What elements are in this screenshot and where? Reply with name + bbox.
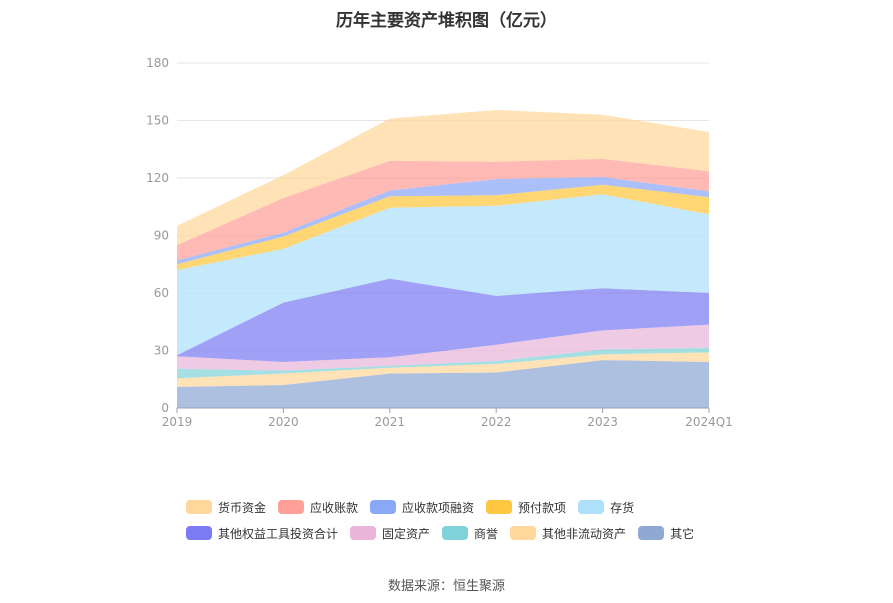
x-tick-label: 2022	[481, 415, 512, 429]
x-tick-label: 2024Q1	[685, 415, 733, 429]
y-tick-label: 150	[146, 114, 169, 128]
area-series-8	[177, 158, 709, 261]
legend-item[interactable]: 存货	[578, 499, 634, 516]
legend-item[interactable]: 其他非流动资产	[510, 525, 626, 542]
axes: 0 30 60 90 120 150 180 2019 2020 2021 2022 2023 2024…	[146, 56, 733, 429]
chart-title: 历年主要资产堆积图（亿元）	[336, 11, 557, 31]
legend-label: 其他权益工具投资合计	[218, 526, 339, 541]
legend-swatch	[442, 526, 469, 540]
legend-label: 应收款项融资	[402, 500, 475, 515]
y-tick-label: 120	[146, 171, 169, 185]
x-tick-label: 2020	[268, 415, 299, 429]
legend-row: 货币资金 应收账款 应收款项融资 预付款项 存货	[186, 494, 746, 520]
area-series-3	[177, 324, 709, 371]
area-series-6	[177, 184, 709, 270]
y-tick-label: 180	[146, 56, 169, 70]
area-series-2	[177, 347, 709, 379]
legend-label: 预付款项	[518, 500, 567, 515]
legend-item[interactable]: 应收账款	[278, 499, 358, 516]
stacked-area-chart: 0 30 60 90 120 150 180 2019 2020 2021 2022 2023 2024…	[146, 56, 733, 429]
legend-label: 应收账款	[310, 500, 359, 515]
x-tick-label: 2023	[587, 415, 618, 429]
y-tick-label: 90	[154, 229, 169, 243]
legend-item[interactable]: 其他权益工具投资合计	[186, 525, 338, 542]
legend-swatch	[370, 500, 397, 514]
data-source-note: 数据来源：恒生聚源	[387, 579, 505, 594]
area-series-4	[177, 278, 709, 362]
y-tick-label: 0	[161, 401, 169, 415]
area-series-5	[177, 194, 709, 356]
legend-item[interactable]: 其它	[638, 525, 694, 542]
legend-swatch	[510, 526, 537, 540]
area-series-9	[177, 109, 709, 246]
legend-item[interactable]: 固定资产	[350, 525, 430, 542]
legend-label: 其它	[670, 526, 695, 541]
area-series-1	[177, 352, 709, 387]
x-tick-label: 2019	[162, 415, 193, 429]
legend-item[interactable]: 商誉	[442, 525, 498, 542]
y-tick-label: 60	[154, 286, 169, 300]
legend-label: 商誉	[474, 526, 499, 541]
legend-item[interactable]: 货币资金	[186, 499, 266, 516]
legend-swatch	[186, 526, 212, 540]
legend-swatch	[638, 526, 665, 540]
area-series-layer	[177, 109, 709, 408]
legend-row: 其他权益工具投资合计 固定资产 商誉 其他非流动资产 其它	[186, 520, 746, 546]
legend-item[interactable]: 预付款项	[486, 499, 566, 516]
x-tick-label: 2021	[375, 415, 406, 429]
legend-swatch	[578, 500, 605, 514]
y-tick-label: 30	[154, 344, 169, 358]
legend-swatch	[278, 500, 305, 514]
legend-swatch	[186, 500, 212, 514]
legend-swatch	[486, 500, 513, 514]
legend-swatch	[350, 526, 377, 540]
legend-label: 固定资产	[382, 526, 431, 541]
legend-label: 货币资金	[218, 500, 267, 515]
area-series-0	[177, 360, 709, 408]
legend-item[interactable]: 应收款项融资	[370, 499, 474, 516]
legend-label: 存货	[610, 500, 635, 515]
legend: 货币资金 应收账款 应收款项融资 预付款项 存货其他权益工具投资合计 固定资产 商誉 其他非流…	[186, 494, 746, 546]
area-series-7	[177, 177, 709, 265]
legend-label: 其他非流动资产	[542, 526, 627, 541]
